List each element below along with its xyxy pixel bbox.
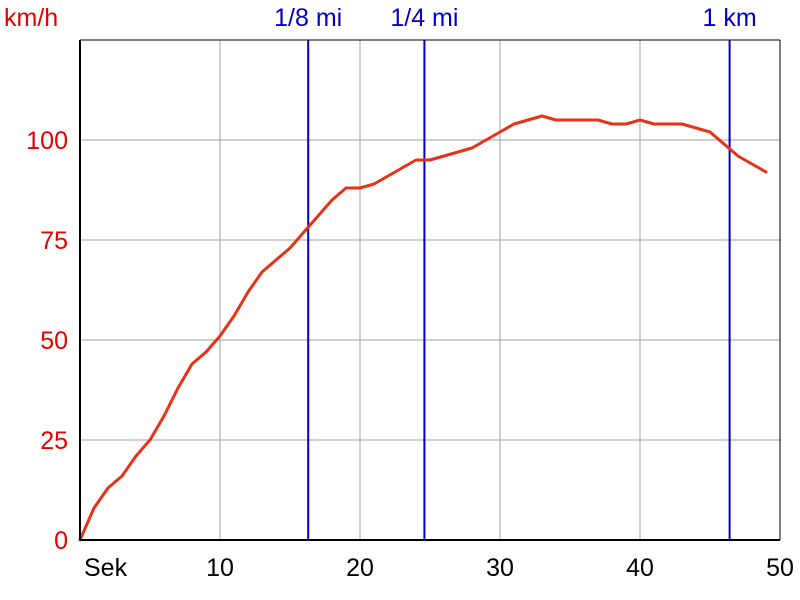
marker-label: 1 km bbox=[703, 4, 757, 32]
x-tick-label: 40 bbox=[626, 554, 654, 582]
grid-lines bbox=[80, 40, 781, 540]
y-tick-label: 100 bbox=[26, 127, 68, 155]
y-axis-unit-label: km/h bbox=[4, 4, 58, 32]
x-axis-unit-label: Sek bbox=[84, 554, 128, 582]
axes bbox=[79, 39, 781, 541]
y-tick-label: 75 bbox=[40, 227, 68, 255]
marker-label: 1/8 mi bbox=[274, 4, 342, 32]
distance-markers: 1/8 mi 1/4 mi 1 km bbox=[274, 4, 757, 540]
x-tick-label: 50 bbox=[766, 554, 794, 582]
tick-labels: 10 20 30 40 50 0 25 50 75 100 bbox=[26, 127, 794, 582]
x-tick-label: 30 bbox=[486, 554, 514, 582]
marker-label: 1/4 mi bbox=[390, 4, 458, 32]
x-tick-label: 20 bbox=[346, 554, 374, 582]
y-tick-label: 50 bbox=[40, 327, 68, 355]
y-tick-label: 25 bbox=[40, 427, 68, 455]
x-tick-label: 10 bbox=[206, 554, 234, 582]
y-tick-label: 0 bbox=[54, 527, 68, 555]
speed-series-line bbox=[78, 114, 768, 542]
series-layer bbox=[78, 114, 768, 542]
